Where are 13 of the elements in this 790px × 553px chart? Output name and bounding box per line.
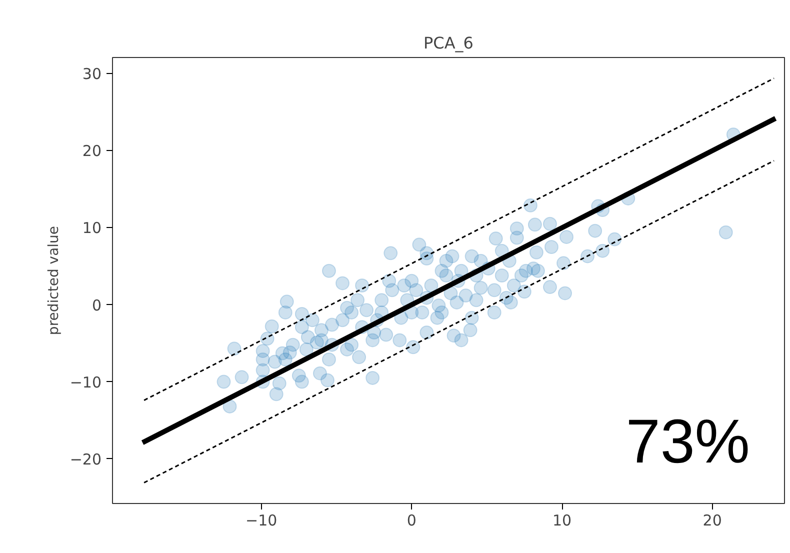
y-tick-label: −10: [70, 373, 102, 392]
y-tick-label: 0: [92, 296, 102, 314]
chart-title: PCA_6: [424, 34, 474, 52]
annotation: 73%: [626, 407, 750, 476]
y-tick-label: −20: [70, 450, 102, 468]
y-tick-label: 30: [82, 65, 102, 84]
x-tick-label: 0: [406, 512, 416, 530]
y-tick-label: 20: [82, 142, 102, 160]
y-axis-title: predicted value: [46, 226, 62, 336]
x-tick-label: 10: [552, 512, 572, 530]
y-tick-label: 10: [82, 219, 102, 238]
x-tick-label: −10: [246, 512, 278, 530]
x-tick-label: 20: [702, 512, 722, 530]
